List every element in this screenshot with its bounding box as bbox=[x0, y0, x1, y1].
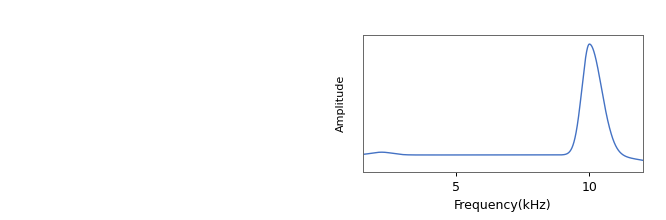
X-axis label: Frequency(kHz): Frequency(kHz) bbox=[454, 199, 551, 212]
Y-axis label: Amplitude: Amplitude bbox=[336, 75, 346, 132]
